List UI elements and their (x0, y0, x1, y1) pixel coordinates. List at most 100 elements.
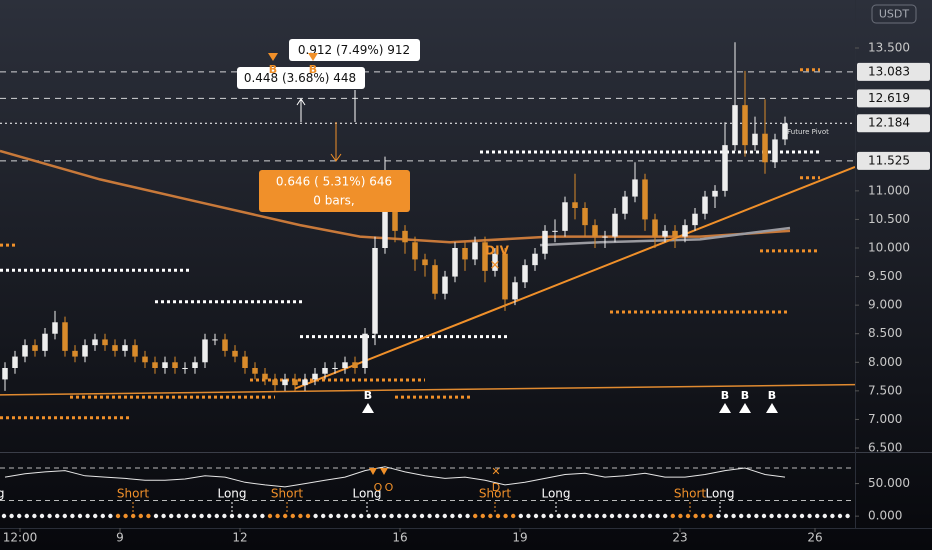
marker-triangle (362, 403, 374, 413)
signal-dot (366, 513, 371, 519)
candle-body (62, 322, 68, 351)
signal-dot (229, 513, 235, 519)
signal-mark: O (374, 481, 383, 494)
signal-dot (602, 513, 607, 519)
candle-body (692, 213, 698, 226)
signal-dot (427, 513, 432, 519)
candle-body (292, 379, 298, 386)
signal-dot (518, 513, 523, 519)
candle-body (682, 225, 688, 237)
signal-dot (495, 513, 501, 519)
signal-dot (822, 513, 827, 519)
signal-dot (465, 513, 470, 519)
candle-body (492, 253, 498, 271)
indicator-line (0, 149, 791, 244)
y-tick-label: 11.000 (868, 183, 910, 197)
signal-dot (807, 513, 812, 519)
candle-body (592, 225, 598, 237)
signal-dot (549, 513, 554, 519)
signal-dot (792, 513, 797, 519)
signal-dot (837, 513, 843, 519)
currency-badge[interactable] (871, 4, 917, 24)
candle-body (502, 253, 508, 300)
candle-body (332, 368, 338, 369)
signal-dot (503, 513, 508, 519)
candle-body (712, 190, 718, 197)
candle-body (722, 145, 728, 191)
candle-body (432, 265, 438, 294)
signal-dot (777, 513, 782, 519)
signal-label: Long (217, 487, 246, 501)
candle-body (732, 105, 738, 146)
signal-dot (397, 513, 402, 519)
y-tick-label: 0.000 (868, 509, 902, 523)
candle-body (342, 362, 348, 368)
signal-dot (252, 513, 257, 519)
measure-text: 0.448 (3.68%) 448 (244, 71, 356, 85)
candle-body (202, 339, 208, 363)
candle-body (702, 196, 708, 214)
signal-dot (389, 513, 394, 519)
candle-body (212, 339, 218, 341)
signal-dot (746, 513, 751, 519)
candle-body (222, 339, 228, 351)
signal-dot (191, 513, 197, 519)
measure-box (259, 170, 410, 212)
signal-dot (739, 513, 744, 519)
signal-dot (336, 513, 341, 519)
candle-body (672, 230, 678, 237)
candle-body (602, 236, 608, 238)
signal-dot (77, 513, 83, 519)
candle-body (622, 196, 628, 214)
signal-label: Short (271, 487, 303, 501)
signal-dot (533, 513, 539, 519)
price-label: 13.083 (868, 64, 910, 78)
signal-dot (723, 513, 729, 519)
signal-dot (275, 513, 280, 519)
indicator-line (0, 383, 855, 396)
signal-dot (245, 513, 250, 519)
y-tick-label: 10.500 (868, 212, 910, 226)
signal-dot (640, 513, 645, 519)
signal-dot (214, 513, 219, 519)
candle-body (2, 368, 8, 380)
signal-dot (450, 513, 455, 519)
marker-label: B (721, 389, 729, 402)
signal-dot (701, 513, 706, 519)
signal-dot (685, 513, 691, 519)
price-label: 12.619 (868, 91, 910, 105)
candle-body (542, 230, 548, 254)
price-label-box (857, 114, 930, 133)
candle-body (522, 265, 528, 283)
candle-body (362, 333, 368, 368)
candle-body (382, 202, 388, 248)
signal-dot (222, 513, 227, 519)
signal-dot (55, 513, 60, 519)
signal-dot (93, 513, 98, 519)
currency-label[interactable]: USDT (879, 8, 910, 21)
signal-dot (731, 513, 736, 519)
y-tick-label: 9.500 (868, 269, 902, 283)
candle-body (92, 339, 98, 346)
signal-dot (678, 513, 683, 519)
signal-dot (594, 513, 599, 519)
signal-dot (845, 513, 850, 519)
candle-body (552, 230, 558, 232)
candle-body (102, 339, 108, 346)
signal-dot (556, 513, 561, 519)
signal-dot (647, 513, 653, 519)
candle-body (22, 345, 28, 357)
measure-arrow-head (296, 98, 306, 106)
signal-dot (9, 513, 14, 519)
signal-dot (176, 513, 181, 519)
indicator-line (294, 165, 855, 390)
candle-body (612, 213, 618, 237)
top-markers: B B (268, 53, 318, 76)
signal-dot (442, 513, 447, 519)
signal-dot (655, 513, 660, 519)
candle-body (352, 362, 358, 368)
candle-body (572, 202, 578, 208)
oscillator-line (4, 466, 786, 488)
signal-dot (70, 513, 75, 519)
